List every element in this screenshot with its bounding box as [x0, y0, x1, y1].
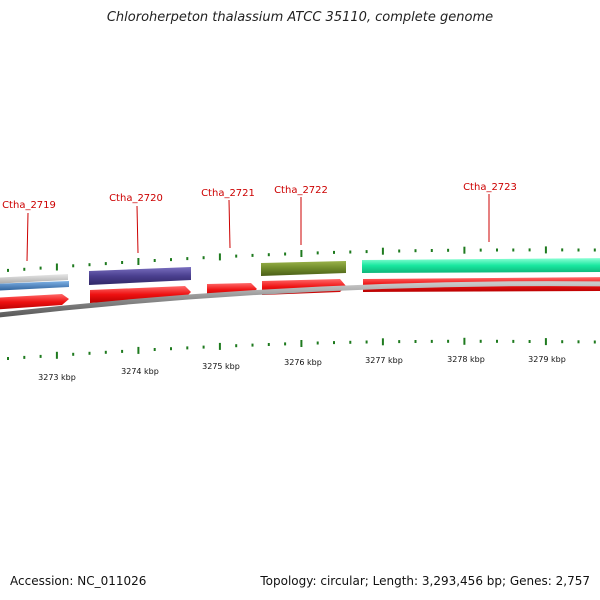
- accession-text: Accession: NC_011026: [10, 574, 147, 588]
- leader-line-ctha-2720: [136, 205, 139, 254]
- lower-tick-row: [7, 337, 596, 360]
- kbp-label-3274: 3274 kbp: [121, 367, 159, 376]
- gene-label-ctha-2723[interactable]: Ctha_2723: [463, 182, 517, 193]
- cds-arrow-ctha-2719[interactable]: [0, 294, 69, 310]
- gene-label-ctha-2720[interactable]: Ctha_2720: [109, 193, 163, 204]
- map-title: Chloroherpeton thalassium ATCC 35110, co…: [106, 10, 494, 25]
- feature-ctha-2719-blue[interactable]: [0, 281, 69, 291]
- gene-label-ctha-2719[interactable]: Ctha_2719: [2, 200, 56, 211]
- leader-line-ctha-2721: [228, 199, 231, 249]
- genome-backbone: [0, 281, 600, 318]
- feature-ctha-2719-gray[interactable]: [0, 274, 68, 284]
- feature-ctha-2723[interactable]: [362, 258, 600, 273]
- gene-label-ctha-2721[interactable]: Ctha_2721: [201, 188, 255, 199]
- genome-summary-text: Topology: circular; Length: 3,293,456 bp…: [260, 574, 590, 588]
- gene-label-ctha-2722[interactable]: Ctha_2722: [274, 185, 328, 196]
- kbp-label-3278: 3278 kbp: [447, 355, 485, 364]
- leader-line-ctha-2719: [26, 212, 29, 262]
- kbp-label-3276: 3276 kbp: [284, 358, 322, 367]
- kbp-label-3277: 3277 kbp: [365, 356, 403, 365]
- feature-ctha-2722[interactable]: [261, 261, 346, 276]
- upper-tick-row: [7, 246, 596, 272]
- kbp-label-3273: 3273 kbp: [38, 373, 76, 382]
- kbp-label-3275: 3275 kbp: [202, 362, 240, 371]
- feature-ctha-2720[interactable]: [89, 267, 191, 285]
- kbp-label-3279: 3279 kbp: [528, 355, 566, 364]
